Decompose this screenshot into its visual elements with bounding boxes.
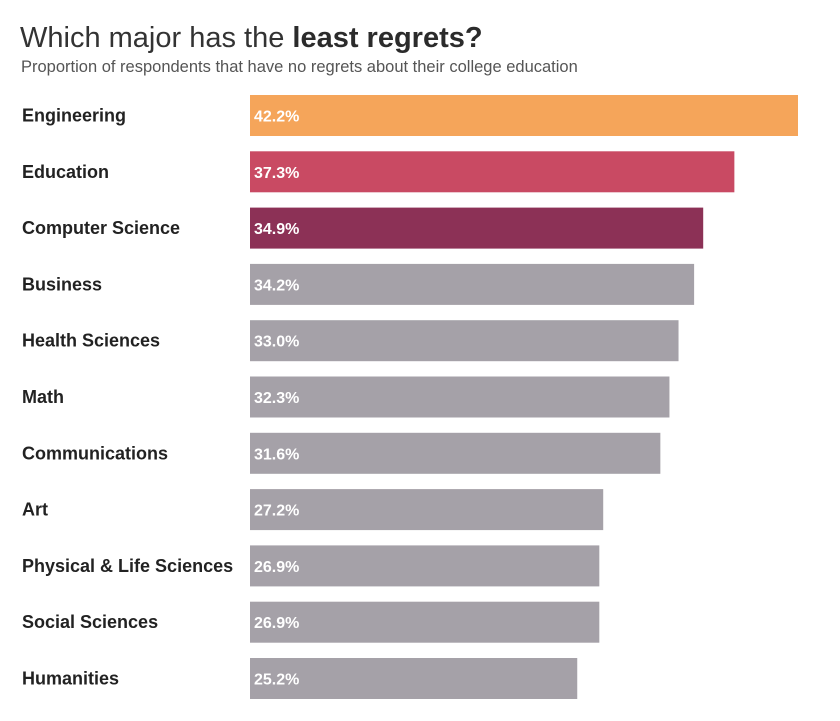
bar	[250, 151, 735, 193]
category-label: Engineering	[22, 106, 126, 126]
value-label: 26.9%	[254, 559, 299, 576]
value-label: 25.2%	[254, 672, 299, 689]
category-label: Math	[22, 387, 64, 407]
value-label: 31.6%	[254, 446, 299, 463]
value-label: 37.3%	[254, 165, 299, 182]
bars	[250, 95, 798, 699]
bar	[250, 263, 695, 305]
value-label: 33.0%	[254, 334, 299, 351]
value-label: 27.2%	[254, 503, 299, 520]
category-labels: Engineering Education Computer Science Busi…	[22, 106, 233, 689]
category-label: Health Sciences	[22, 331, 160, 351]
bar	[250, 545, 600, 587]
value-label: 34.9%	[254, 221, 299, 238]
value-label: 42.2%	[254, 109, 299, 126]
bar	[250, 489, 604, 531]
chart-subtitle: Proportion of respondents that have no r…	[21, 58, 578, 76]
category-label: Business	[22, 274, 102, 294]
category-label: Computer Science	[22, 218, 180, 238]
chart-title-bold: least regrets?	[292, 22, 483, 54]
bar	[250, 207, 704, 249]
category-label: Humanities	[22, 669, 119, 689]
bar	[250, 432, 661, 474]
value-label: 26.9%	[254, 615, 299, 632]
bar	[250, 658, 578, 699]
bar	[250, 601, 600, 643]
category-label: Art	[22, 500, 48, 520]
bar	[250, 376, 670, 418]
category-label: Physical & Life Sciences	[22, 556, 233, 576]
bar	[250, 95, 798, 136]
chart-title-regular: Which major has the	[20, 22, 293, 54]
category-label: Social Sciences	[22, 612, 158, 632]
value-labels: 42.2% 37.3% 34.9% 34.2% 33.0% 32.3% 31.6% 27.2%…	[254, 109, 299, 689]
category-label: Education	[22, 162, 109, 182]
chart-title: Which major has the least regrets?	[20, 22, 483, 55]
value-label: 32.3%	[254, 390, 299, 407]
category-label: Communications	[22, 443, 168, 463]
bar	[250, 320, 679, 362]
value-label: 34.2%	[254, 277, 299, 294]
